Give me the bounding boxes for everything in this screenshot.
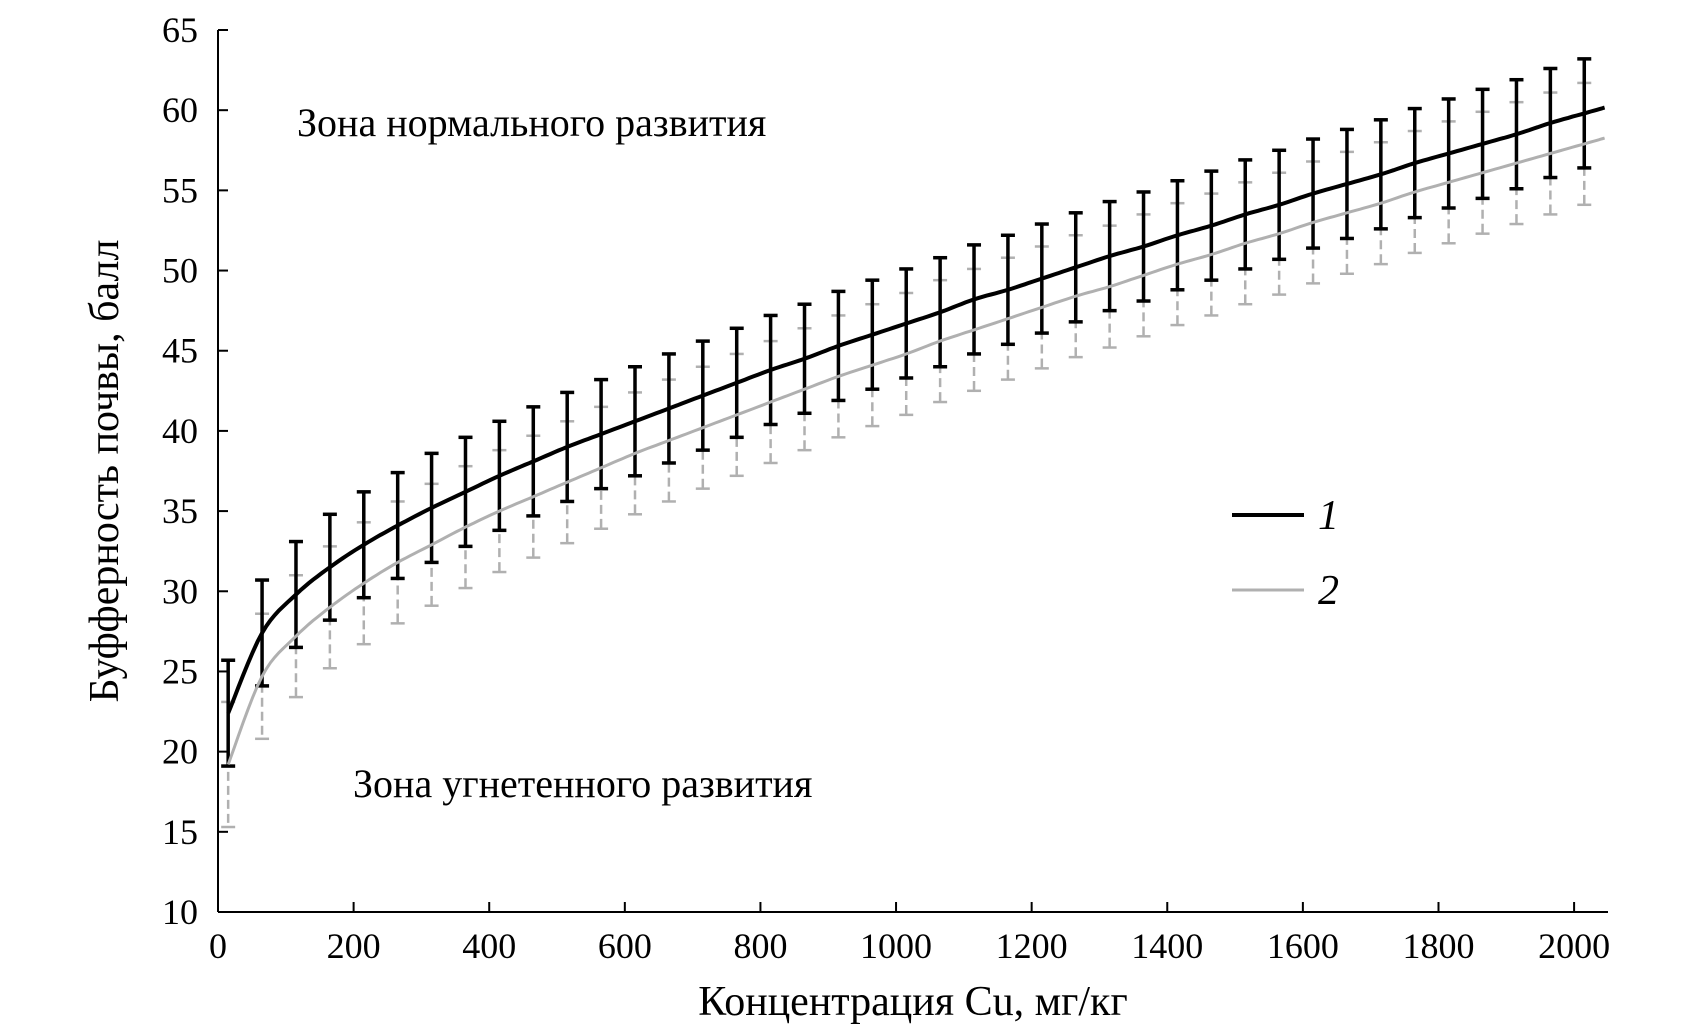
- x-tick-label: 1200: [996, 926, 1068, 966]
- x-tick-label: 200: [327, 926, 381, 966]
- y-tick-label: 40: [162, 411, 198, 451]
- y-tick-label: 25: [162, 651, 198, 691]
- y-tick-label: 20: [162, 732, 198, 772]
- y-axis-ticks: 10 15 20 25 30 35 40 45 50 55 60 65: [162, 10, 228, 932]
- x-axis-ticks: 0 200 400 600 800 1000 1200 1400 1600 1800 2000: [209, 902, 1610, 966]
- y-axis-title: Буфферность почвы, балл: [82, 240, 128, 703]
- x-tick-label: 1400: [1131, 926, 1203, 966]
- x-tick-label: 800: [733, 926, 787, 966]
- x-tick-label: 1000: [860, 926, 932, 966]
- y-tick-label: 10: [162, 892, 198, 932]
- y-tick-label: 60: [162, 90, 198, 130]
- legend: 1 2: [1232, 493, 1339, 614]
- x-tick-label: 1800: [1402, 926, 1474, 966]
- y-tick-label: 30: [162, 571, 198, 611]
- legend-label-2: 2: [1318, 568, 1339, 614]
- zone-suppressed-label: Зона угнетенного развития: [353, 761, 812, 806]
- y-tick-label: 55: [162, 170, 198, 210]
- y-tick-label: 50: [162, 251, 198, 291]
- y-tick-label: 35: [162, 491, 198, 531]
- series-1-line: [226, 105, 1606, 714]
- series-2-line: [226, 136, 1605, 766]
- x-tick-label: 1600: [1267, 926, 1339, 966]
- legend-label-1: 1: [1318, 493, 1339, 539]
- y-tick-label: 45: [162, 331, 198, 371]
- x-tick-label: 2000: [1538, 926, 1610, 966]
- x-tick-label: 600: [598, 926, 652, 966]
- x-axis-title: Концентрация Cu, мг/кг: [698, 979, 1127, 1025]
- y-tick-label: 15: [162, 812, 198, 852]
- x-tick-label: 400: [462, 926, 516, 966]
- y-tick-label: 65: [162, 10, 198, 50]
- zone-normal-label: Зона нормального развития: [297, 100, 766, 145]
- x-tick-label: 0: [209, 926, 227, 966]
